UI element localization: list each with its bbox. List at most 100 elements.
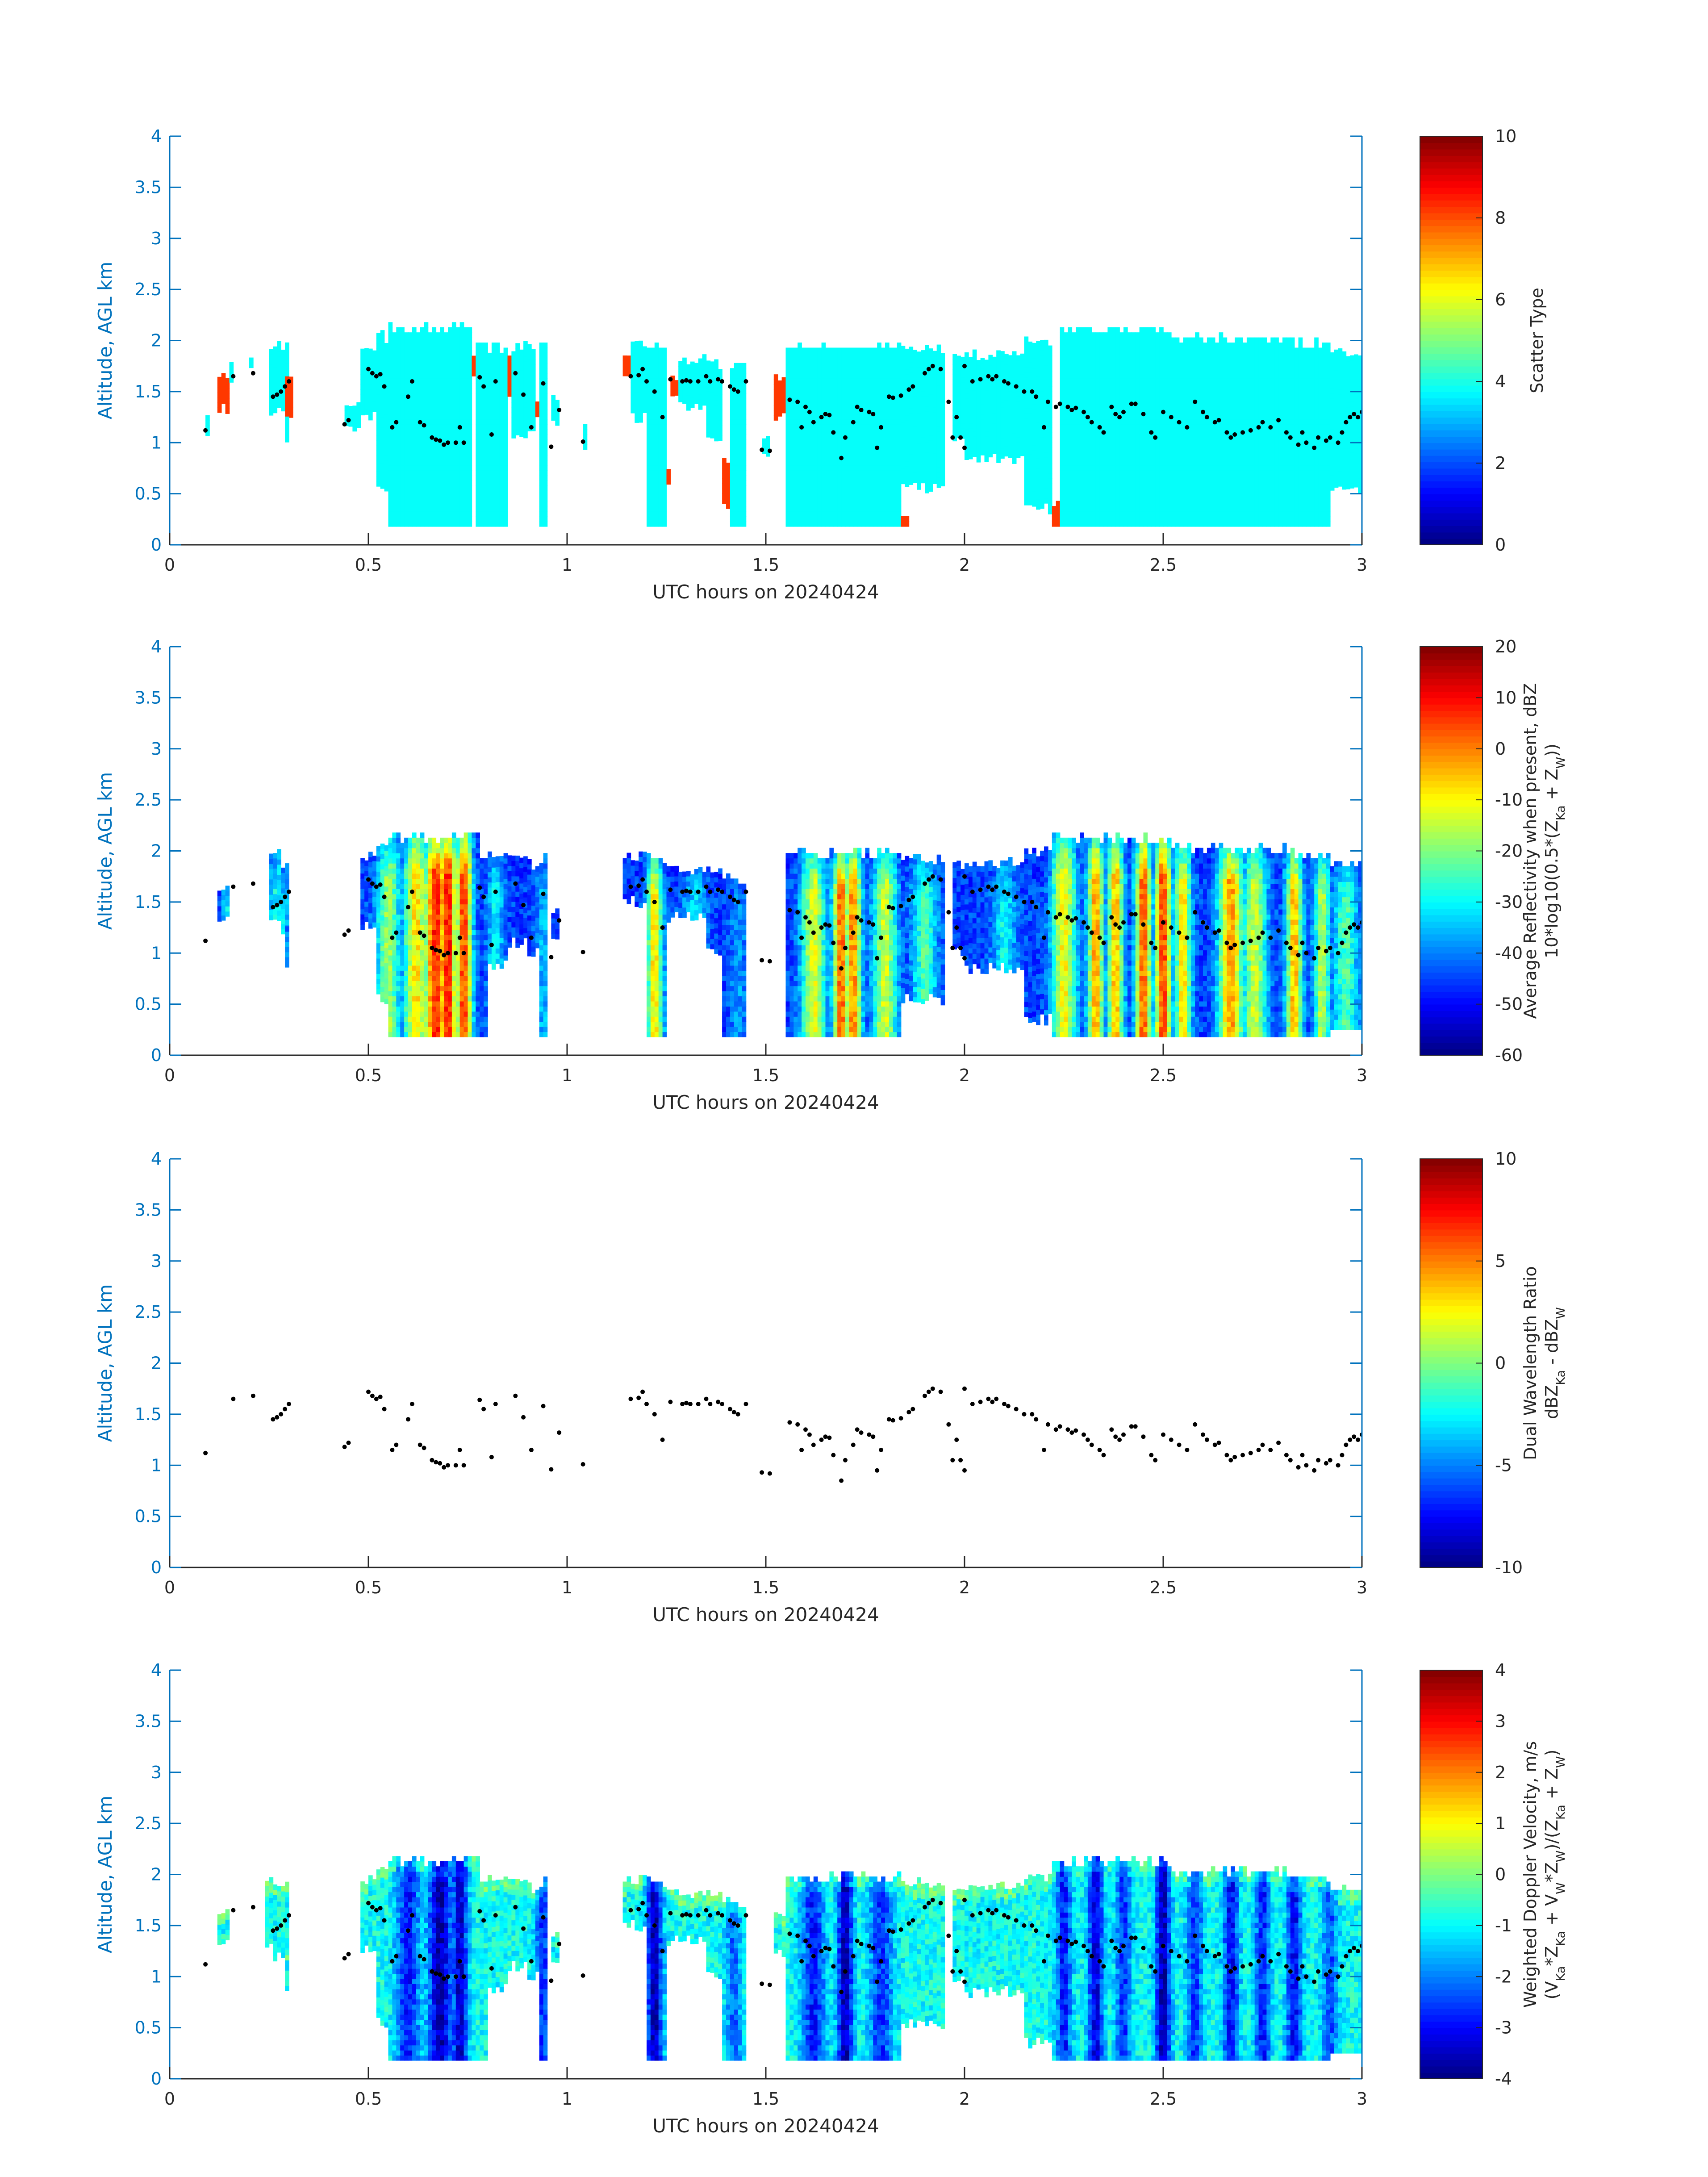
heatmap-cell	[428, 424, 433, 430]
heatmap-cell	[1151, 419, 1156, 425]
heatmap-cell	[817, 419, 822, 425]
heatmap-cell	[424, 343, 429, 348]
heatmap-cell	[976, 396, 981, 401]
heatmap-cell	[885, 398, 889, 405]
heatmap-cell	[455, 414, 460, 420]
heatmap-cell	[1103, 383, 1108, 389]
heatmap-cell	[420, 434, 425, 440]
heatmap-cell	[1111, 444, 1116, 450]
heatmap-cell	[734, 470, 739, 476]
heatmap-cell	[825, 434, 830, 440]
heatmap-cell	[901, 443, 906, 449]
heatmap-cell	[730, 419, 735, 425]
heatmap-cell	[802, 398, 806, 405]
heatmap-cell	[1131, 496, 1136, 501]
heatmap-cell	[873, 511, 877, 517]
heatmap-cell	[996, 401, 1001, 407]
heatmap-cell	[388, 485, 393, 491]
heatmap-cell	[1103, 347, 1108, 353]
heatmap-cell	[643, 377, 647, 383]
heatmap-cell	[1127, 419, 1132, 425]
heatmap-cell	[1048, 417, 1052, 422]
heatmap-cell	[821, 363, 826, 368]
heatmap-cell	[813, 409, 818, 414]
heatmap-cell	[972, 451, 977, 457]
heatmap-cell	[885, 424, 889, 430]
heatmap-cell	[965, 444, 969, 450]
heatmap-cell	[440, 363, 444, 368]
heatmap-cell	[1064, 332, 1069, 338]
heatmap-cell	[1072, 434, 1076, 440]
heatmap-cell	[813, 368, 818, 374]
heatmap-cell	[789, 470, 794, 476]
heatmap-cell	[829, 460, 834, 466]
heatmap-cell	[1040, 488, 1044, 494]
heatmap-cell	[909, 469, 914, 475]
heatmap-cell	[833, 363, 838, 368]
heatmap-cell	[408, 501, 413, 506]
heatmap-cell	[416, 332, 421, 338]
heatmap-cell	[1091, 455, 1096, 460]
heatmap-cell	[932, 407, 937, 413]
heatmap-cell	[722, 463, 727, 468]
heatmap-cell	[841, 506, 846, 512]
heatmap-cell	[455, 429, 460, 435]
heatmap-cell	[650, 398, 655, 405]
heatmap-cell	[1091, 337, 1096, 343]
heatmap-cell	[1099, 393, 1104, 399]
heatmap-cell	[849, 439, 854, 445]
heatmap-cell	[455, 490, 460, 496]
heatmap-cell	[364, 409, 369, 415]
heatmap-cell	[448, 424, 452, 430]
heatmap-cell	[1127, 332, 1132, 338]
heatmap-cell	[817, 439, 822, 445]
heatmap-cell	[420, 389, 425, 394]
heatmap-cell	[690, 402, 695, 408]
heatmap-cell	[877, 490, 881, 496]
heatmap-cell	[861, 480, 866, 486]
heatmap-cell	[1095, 343, 1100, 348]
heatmap-cell	[678, 361, 683, 367]
heatmap-cell	[396, 480, 401, 486]
heatmap-cell	[965, 352, 969, 358]
heatmap-cell	[1115, 337, 1120, 343]
heatmap-cell	[523, 372, 528, 377]
heatmap-cell	[909, 439, 914, 444]
heatmap-cell	[1064, 383, 1069, 389]
heatmap-cell	[1139, 470, 1144, 476]
heatmap-cell	[1072, 511, 1076, 517]
heatmap-cell	[459, 490, 464, 496]
heatmap-cell	[468, 378, 472, 384]
heatmap-cell	[1119, 475, 1124, 481]
heatmap-cell	[837, 352, 842, 359]
heatmap-cell	[404, 439, 409, 445]
heatmap-cell	[468, 358, 472, 364]
heatmap-cell	[936, 396, 941, 401]
heatmap-cell	[539, 358, 544, 364]
heatmap-cell	[881, 398, 885, 405]
heatmap-cell	[1032, 384, 1036, 389]
heatmap-cell	[730, 378, 735, 384]
heatmap-cell	[388, 414, 393, 420]
heatmap-cell	[710, 433, 715, 439]
heatmap-cell	[1016, 422, 1021, 427]
heatmap-cell	[1080, 470, 1084, 476]
heatmap-cell	[491, 347, 496, 353]
heatmap-cell	[480, 389, 484, 394]
heatmap-cell	[1099, 434, 1104, 440]
heatmap-cell	[428, 419, 433, 425]
heatmap-cell	[404, 506, 409, 512]
heatmap-cell	[408, 352, 413, 359]
heatmap-cell	[1135, 434, 1140, 440]
heatmap-cell	[468, 455, 472, 460]
heatmap-cell	[388, 409, 393, 414]
heatmap-cell	[484, 373, 488, 379]
heatmap-cell	[817, 358, 822, 364]
heatmap-cell	[1103, 343, 1108, 348]
heatmap-cell	[825, 485, 830, 491]
heatmap-cell	[734, 521, 739, 527]
heatmap-cell	[1024, 474, 1029, 480]
heatmap-cell	[734, 465, 739, 471]
heatmap-cell	[905, 348, 910, 355]
heatmap-cell	[412, 460, 417, 466]
